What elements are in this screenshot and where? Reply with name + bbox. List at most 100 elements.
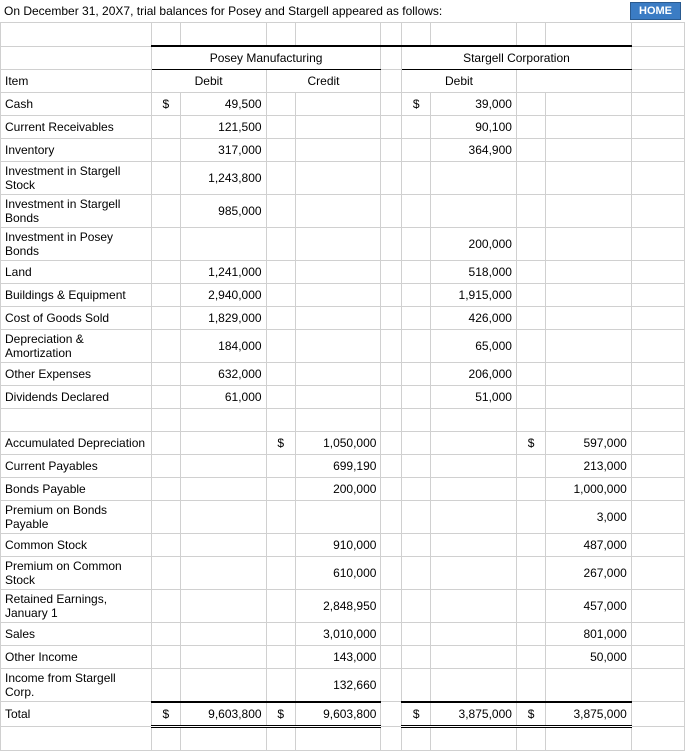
row-pd-sym [151, 228, 180, 261]
row-pc [295, 93, 381, 116]
row-pd: 985,000 [180, 195, 266, 228]
row-item: Cost of Goods Sold [1, 307, 152, 330]
row-sd: 65,000 [431, 330, 517, 363]
row-sc-sym [516, 669, 545, 702]
row-sc-sym [516, 330, 545, 363]
row-sd [431, 557, 517, 590]
row-pd-sym [151, 669, 180, 702]
table-row: Investment in Posey Bonds200,000 [1, 228, 685, 261]
row-pc-sym [266, 261, 295, 284]
row-sc: 267,000 [546, 557, 632, 590]
row-pc: 1,050,000 [295, 432, 381, 455]
row-sc: 213,000 [546, 455, 632, 478]
column-header-row: Item Debit Credit Debit [1, 70, 685, 93]
row-sc-sym [516, 646, 545, 669]
row-sd [431, 669, 517, 702]
row-sc-sym [516, 590, 545, 623]
row-pd-sym [151, 363, 180, 386]
row-item: Income from Stargell Corp. [1, 669, 152, 702]
row-sc-sym [516, 195, 545, 228]
table-row: Dividends Declared61,00051,000 [1, 386, 685, 409]
row-item: Buildings & Equipment [1, 284, 152, 307]
row-sd-sym [402, 330, 431, 363]
row-item: Other Expenses [1, 363, 152, 386]
row-sc-sym [516, 557, 545, 590]
row-sc [546, 330, 632, 363]
row-pc-sym [266, 646, 295, 669]
total-pc-sym: $ [266, 702, 295, 727]
row-pc-sym [266, 386, 295, 409]
row-sd [431, 478, 517, 501]
row-pd: 632,000 [180, 363, 266, 386]
row-pc: 143,000 [295, 646, 381, 669]
table-row: Current Receivables121,50090,100 [1, 116, 685, 139]
stargell-debit-header: Debit [402, 70, 517, 93]
row-pd: 1,829,000 [180, 307, 266, 330]
row-sc [546, 162, 632, 195]
row-sd-sym [402, 557, 431, 590]
row-sd-sym [402, 363, 431, 386]
row-pd-sym [151, 557, 180, 590]
row-item: Land [1, 261, 152, 284]
row-sd-sym [402, 646, 431, 669]
row-pc-sym [266, 501, 295, 534]
row-pd [180, 623, 266, 646]
table-row: Investment in Stargell Stock 1,243,800 [1, 162, 685, 195]
row-item: Investment in Stargell Bonds [1, 195, 152, 228]
row-pc-sym [266, 93, 295, 116]
row-sd-sym [402, 455, 431, 478]
table-row: Inventory317,000364,900 [1, 139, 685, 162]
row-sc-sym [516, 386, 545, 409]
row-sc: 487,000 [546, 534, 632, 557]
row-item: Investment in Stargell Stock [1, 162, 152, 195]
row-pd-sym [151, 455, 180, 478]
row-item: Other Income [1, 646, 152, 669]
row-pc-sym [266, 455, 295, 478]
row-sd-sym [402, 386, 431, 409]
table-row: Sales 3,010,000 801,000 [1, 623, 685, 646]
row-sc: 801,000 [546, 623, 632, 646]
row-pc [295, 386, 381, 409]
posey-credit-header: Credit [266, 70, 381, 93]
row-sc [546, 307, 632, 330]
row-sc [546, 284, 632, 307]
row-pc [295, 139, 381, 162]
table-row: Retained Earnings, January 12,848,950457… [1, 590, 685, 623]
row-sc [546, 195, 632, 228]
row-sd [431, 432, 517, 455]
row-sd [431, 590, 517, 623]
row-item: Sales [1, 623, 152, 646]
row-pd-sym [151, 432, 180, 455]
row-pc: 910,000 [295, 534, 381, 557]
row-pc-sym [266, 363, 295, 386]
row-pc [295, 330, 381, 363]
table-row: Other Income143,00050,000 [1, 646, 685, 669]
table-row: Current Payables699,190213,000 [1, 455, 685, 478]
row-pd-sym [151, 116, 180, 139]
table-row: Buildings & Equipment2,940,0001,915,000 [1, 284, 685, 307]
total-pd: 9,603,800 [180, 702, 266, 727]
row-sd-sym [402, 162, 431, 195]
home-button[interactable]: HOME [630, 2, 681, 20]
total-sd: 3,875,000 [431, 702, 517, 727]
row-sd-sym [402, 195, 431, 228]
row-pd-sym [151, 623, 180, 646]
row-pd: 61,000 [180, 386, 266, 409]
row-pd-sym [151, 478, 180, 501]
row-pc-sym [266, 669, 295, 702]
row-sd-sym [402, 501, 431, 534]
row-pd-sym [151, 330, 180, 363]
table-row: Land1,241,000518,000 [1, 261, 685, 284]
row-sd [431, 623, 517, 646]
row-pc-sym [266, 330, 295, 363]
row-pd: 1,243,800 [180, 162, 266, 195]
row-item: Current Payables [1, 455, 152, 478]
row-pd: 1,241,000 [180, 261, 266, 284]
row-pc: 3,010,000 [295, 623, 381, 646]
row-pc: 200,000 [295, 478, 381, 501]
row-sc: 1,000,000 [546, 478, 632, 501]
item-header: Item [1, 70, 152, 93]
row-sc-sym [516, 93, 545, 116]
row-pd [180, 534, 266, 557]
table-row: Bonds Payable200,0001,000,000 [1, 478, 685, 501]
